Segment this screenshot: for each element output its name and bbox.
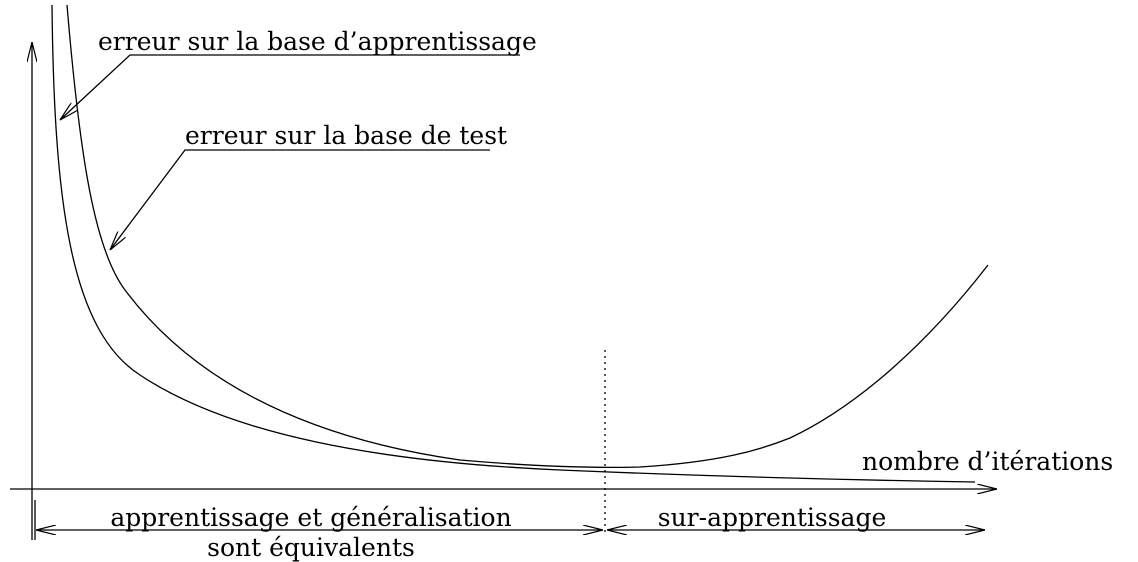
region-left-label: apprentissage et généralisation <box>110 503 511 532</box>
test-leader <box>110 149 490 250</box>
region-right-label: sur-apprentissage <box>658 503 887 532</box>
test-label: erreur sur la base de test <box>185 121 507 150</box>
test-curve <box>66 4 989 468</box>
train-label: erreur sur la base d’apprentissage <box>98 27 537 56</box>
region-left-label: sont équivalents <box>207 533 415 562</box>
train-curve <box>51 4 976 483</box>
train-leader <box>60 54 520 120</box>
x-axis-label: nombre d’itérations <box>862 447 1113 476</box>
